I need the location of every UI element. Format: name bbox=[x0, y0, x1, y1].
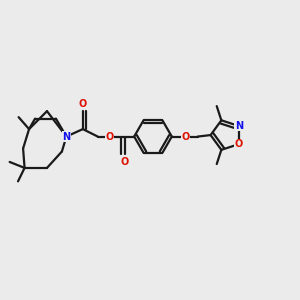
Text: O: O bbox=[182, 132, 190, 142]
Text: O: O bbox=[235, 139, 243, 149]
Text: O: O bbox=[121, 157, 129, 167]
Text: N: N bbox=[235, 121, 243, 131]
Text: N: N bbox=[62, 132, 70, 142]
Text: O: O bbox=[79, 99, 87, 109]
Text: O: O bbox=[106, 132, 114, 142]
